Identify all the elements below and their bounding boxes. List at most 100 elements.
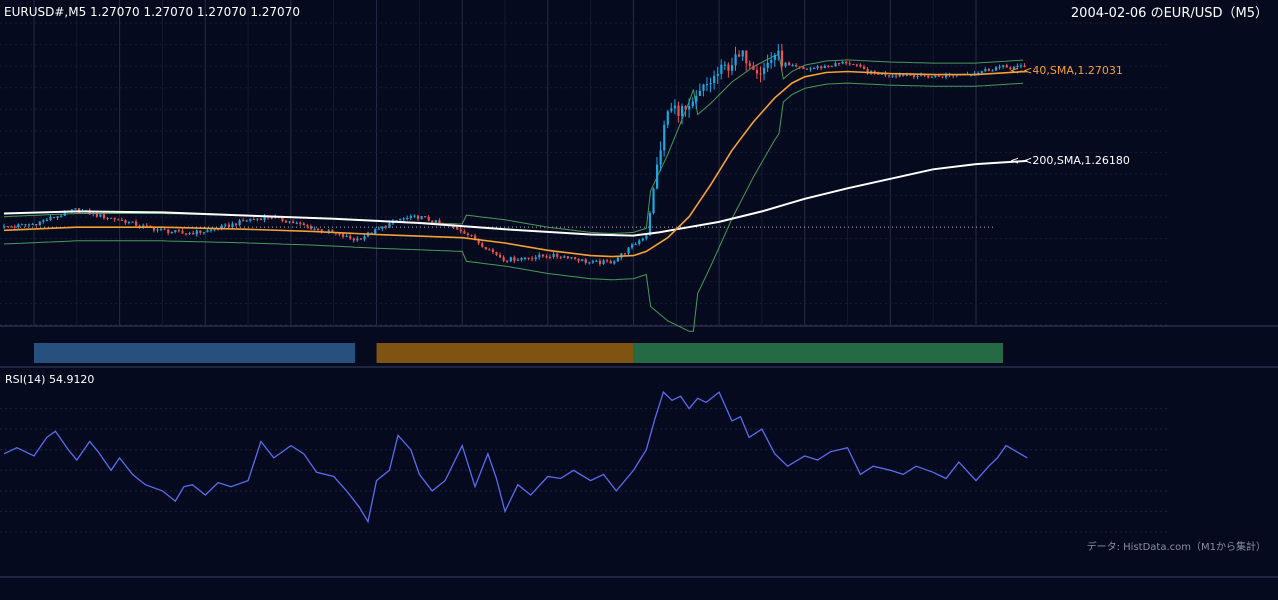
candle-body: [941, 76, 944, 78]
candle-body: [584, 259, 587, 263]
candle-body: [113, 217, 116, 220]
candle-body: [980, 71, 983, 73]
candle-body: [28, 224, 31, 226]
candle-body: [623, 253, 627, 255]
candle-body: [552, 253, 555, 258]
candle-body: [752, 65, 755, 70]
candle-body: [459, 229, 462, 232]
candle-body: [609, 261, 612, 264]
candle-body: [434, 220, 437, 223]
candle-body: [131, 221, 134, 223]
candle-body: [63, 211, 66, 216]
candle-body: [531, 258, 534, 260]
candle-body: [370, 232, 373, 234]
candle-body: [1023, 65, 1026, 67]
candle-body: [670, 108, 673, 112]
candle-body: [167, 229, 170, 233]
candle-body: [509, 257, 512, 262]
candle-body: [866, 69, 869, 74]
candle-body: [738, 54, 741, 57]
candle-body: [374, 229, 377, 234]
candle-body: [363, 236, 366, 240]
candle-body: [95, 213, 98, 217]
candle-body: [217, 229, 220, 231]
candle-body: [755, 69, 759, 74]
candle-body: [656, 164, 659, 189]
candle-body: [827, 66, 830, 68]
candle-body: [338, 233, 341, 235]
candle-body: [38, 221, 41, 226]
candle-body: [402, 218, 405, 220]
candle-body: [763, 67, 766, 74]
candlesticks: [3, 43, 1026, 267]
candle-body: [10, 226, 13, 228]
candle-body: [777, 50, 780, 55]
candle-body: [188, 232, 191, 234]
candle-body: [352, 238, 355, 241]
candle-body: [160, 228, 163, 230]
candle-body: [152, 227, 156, 231]
session-bar: [34, 343, 356, 363]
session-bar: [633, 343, 1003, 363]
candle-body: [734, 54, 737, 66]
candle-body: [420, 216, 423, 219]
candle-body: [292, 221, 295, 224]
candle-body: [138, 225, 141, 227]
candle-body: [627, 247, 630, 254]
candle-body: [937, 75, 941, 77]
candle-body: [502, 257, 505, 261]
candle-body: [873, 70, 876, 73]
candle-body: [684, 106, 687, 110]
candle-body: [381, 226, 384, 229]
candle-body: [773, 54, 776, 60]
candle-body: [823, 66, 826, 69]
candle-body: [698, 90, 702, 96]
candle-body: [77, 208, 81, 212]
candle-body: [106, 218, 109, 220]
candle-body: [56, 216, 59, 218]
candle-body: [238, 220, 241, 226]
candle-body: [359, 238, 363, 240]
candle-body: [820, 66, 823, 69]
candle-body: [416, 215, 420, 219]
candle-body: [638, 240, 641, 245]
candle-body: [770, 59, 773, 63]
candle-body: [702, 84, 705, 91]
candle-body: [192, 232, 195, 235]
candle-body: [909, 74, 912, 76]
candle-body: [631, 244, 634, 248]
candle-body: [895, 75, 898, 77]
candle-body: [17, 224, 20, 228]
candle-body: [92, 213, 95, 215]
candle-body: [648, 213, 652, 236]
candle-body: [563, 256, 566, 258]
candle-body: [49, 216, 52, 221]
candle-body: [377, 228, 380, 230]
candle-body: [42, 220, 45, 222]
candle-body: [384, 226, 388, 228]
candle-body: [795, 65, 798, 67]
candle-body: [798, 66, 801, 68]
candle-body: [409, 215, 412, 218]
candle-body: [534, 257, 537, 259]
candle-body: [284, 220, 288, 223]
candle-body: [3, 226, 6, 228]
candle-body: [595, 260, 598, 262]
candle-body: [613, 261, 616, 264]
symbol-info: EURUSD#,M5 1.27070 1.27070 1.27070 1.270…: [4, 5, 300, 19]
candle-body: [231, 223, 234, 228]
candle-body: [256, 218, 259, 220]
candle-body: [859, 64, 862, 67]
candle-body: [523, 257, 527, 259]
candle-body: [170, 231, 173, 233]
candle-body: [263, 216, 266, 221]
candle-body: [891, 75, 894, 77]
candle-body: [581, 259, 584, 261]
candle-body: [185, 233, 188, 235]
candle-body: [209, 229, 213, 231]
candle-body: [527, 257, 530, 259]
candle-body: [912, 75, 916, 77]
candle-body: [127, 221, 131, 224]
session-bar: [376, 343, 634, 363]
candle-body: [991, 70, 994, 72]
